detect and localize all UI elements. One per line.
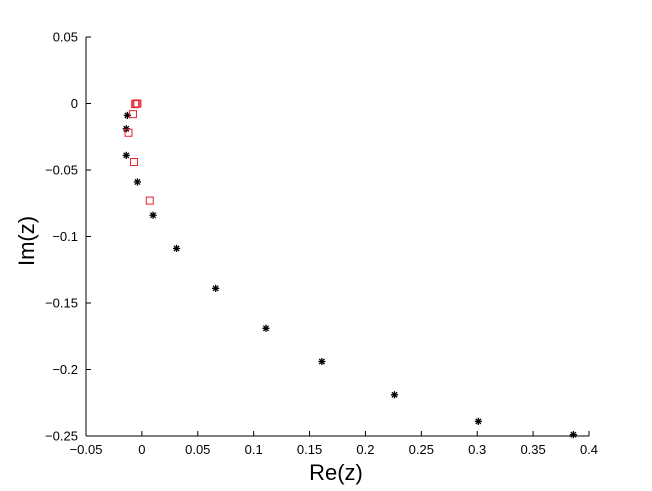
x-tick-label: 0 <box>138 442 145 457</box>
asterisk-point <box>262 324 270 332</box>
asterisk-point <box>569 431 577 439</box>
square-point <box>145 196 154 205</box>
square-point <box>132 99 141 108</box>
asterisk-point <box>318 357 326 366</box>
asterisk-point <box>390 391 399 399</box>
asterisk-point <box>172 244 181 253</box>
x-tick-label: 0.2 <box>356 442 374 457</box>
x-tick-label: 0.4 <box>580 442 598 457</box>
data-points <box>122 99 577 439</box>
x-tick-label: 0.1 <box>245 442 263 457</box>
x-axis-label: Re(z) <box>309 460 363 485</box>
y-axis-label: Im(z) <box>14 216 39 266</box>
y-tick-label: −0.25 <box>45 429 78 444</box>
y-tick-label: −0.2 <box>52 362 78 377</box>
y-tick-label: 0.05 <box>53 30 78 45</box>
asterisk-point <box>212 284 220 292</box>
y-tick-label: −0.15 <box>45 296 78 311</box>
square-point <box>124 128 133 137</box>
x-tick-label: 0.35 <box>520 442 545 457</box>
asterisk-point <box>133 178 142 186</box>
x-tick-label: 0.05 <box>185 442 210 457</box>
asterisk-point <box>122 151 130 159</box>
x-tick-label: 0.15 <box>297 442 322 457</box>
square-point <box>130 158 139 167</box>
axes: −0.05 0 0.05 0.1 0.15 0.2 0.25 0.3 0.35 0.4 0.05 0 −… <box>45 30 598 458</box>
asterisk-point <box>474 417 482 425</box>
asterisk-point <box>149 211 157 219</box>
square-point <box>131 100 140 109</box>
y-tick-label: 0 <box>71 96 78 111</box>
x-tick-label: 0.3 <box>468 442 486 457</box>
y-tick-label: −0.1 <box>52 229 78 244</box>
square-point <box>128 110 137 119</box>
y-tick-label: −0.05 <box>45 163 78 178</box>
x-tick-label: 0.25 <box>409 442 434 457</box>
x-tick-label: −0.05 <box>70 442 103 457</box>
